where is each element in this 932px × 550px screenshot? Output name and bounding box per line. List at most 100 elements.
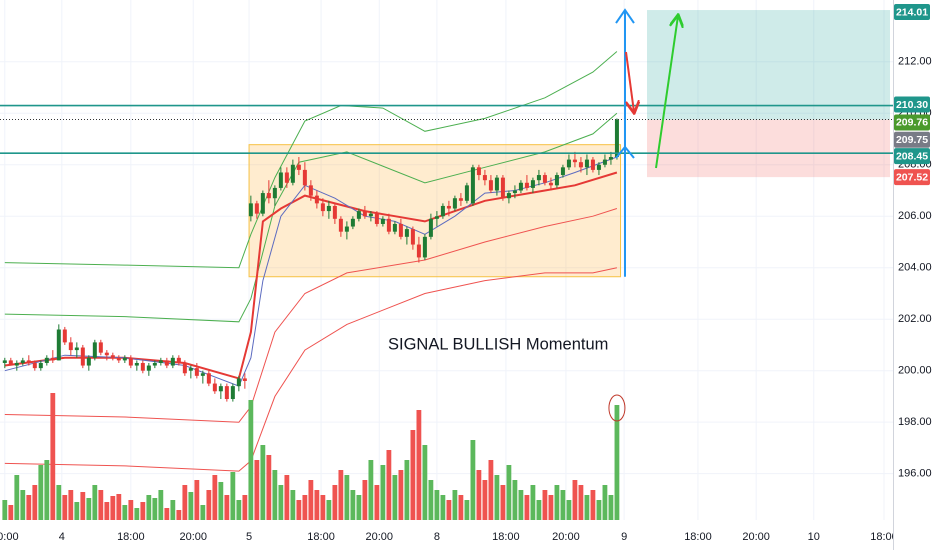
volume-bar xyxy=(146,495,152,520)
candle-body xyxy=(182,362,187,374)
volume-bar xyxy=(524,495,530,520)
volume-bar xyxy=(140,502,146,520)
volume-bar xyxy=(68,490,74,520)
price-label: 209.75 xyxy=(896,134,928,146)
range-box xyxy=(248,144,622,278)
candle-body xyxy=(98,342,103,353)
candle-body xyxy=(44,357,49,363)
candle-body xyxy=(554,175,559,186)
y-tick-label: 198.00 xyxy=(898,416,932,428)
candle-body xyxy=(386,218,391,232)
volume-bar xyxy=(584,495,590,520)
volume-bar xyxy=(74,502,80,520)
candle-body xyxy=(134,362,139,366)
candle-body xyxy=(584,159,589,168)
volume-bar xyxy=(554,485,560,520)
candle-body xyxy=(434,216,439,219)
volume-bar xyxy=(92,485,98,520)
candle-body xyxy=(26,360,31,363)
candle-body xyxy=(50,357,55,361)
volume-bar xyxy=(8,505,14,520)
volume-bar xyxy=(338,470,344,520)
candle-body xyxy=(374,213,379,224)
volume-bar xyxy=(422,445,428,520)
candle-body xyxy=(542,175,547,183)
volume-bar xyxy=(470,440,476,520)
volume-bar xyxy=(260,445,266,520)
volume-bar xyxy=(386,450,392,520)
indicator-line xyxy=(4,112,618,323)
volume-bar xyxy=(194,480,200,520)
volume-bar xyxy=(332,485,338,520)
x-tick-label: 20:00 xyxy=(179,531,207,543)
candle-body xyxy=(158,360,163,363)
x-tick-label: 9 xyxy=(621,531,627,543)
candle-body xyxy=(518,182,523,191)
candle-body xyxy=(200,373,205,376)
volume-bar xyxy=(122,505,128,520)
green-arrow xyxy=(655,16,678,169)
x-tick-label: 20:00 xyxy=(552,531,580,543)
candle-body xyxy=(578,162,583,168)
candle-body xyxy=(350,218,355,227)
volume-bar xyxy=(476,470,482,520)
volume-highlight xyxy=(608,394,626,422)
y-tick-label: 196.00 xyxy=(898,468,932,480)
volume-bar xyxy=(464,500,470,520)
candle-body xyxy=(320,203,325,212)
volume-bar xyxy=(500,485,506,520)
candle-body xyxy=(392,223,397,232)
candle-body xyxy=(20,360,25,363)
candle-body xyxy=(116,357,121,361)
volume-bar xyxy=(578,485,584,520)
price-badge xyxy=(894,148,930,165)
candle-body xyxy=(308,185,313,196)
candle-body xyxy=(548,182,553,186)
volume-bar xyxy=(158,490,164,520)
candle-body xyxy=(74,347,79,351)
volume-bar xyxy=(434,490,440,520)
candle-body xyxy=(590,159,595,170)
candle-body xyxy=(512,190,517,194)
candle-body xyxy=(380,218,385,224)
volume-bar xyxy=(224,495,230,520)
volume-bar xyxy=(98,490,104,520)
candle-body xyxy=(602,159,607,165)
volume-bar xyxy=(548,495,554,520)
candle-body xyxy=(206,373,211,384)
volume-bar xyxy=(440,495,446,520)
candle-body xyxy=(278,172,283,188)
candle-body xyxy=(296,164,301,170)
x-tick-label: 20:00 xyxy=(742,531,770,543)
candle-body xyxy=(194,368,199,376)
candle-body xyxy=(476,167,481,176)
indicator-line xyxy=(4,208,618,423)
volume-bar xyxy=(560,490,566,520)
candle-body xyxy=(440,205,445,217)
volume-bar xyxy=(326,500,332,520)
candle-body xyxy=(452,198,457,209)
volume-bar xyxy=(20,490,26,520)
candle-body xyxy=(266,193,271,199)
x-tick-label: 18:00 xyxy=(117,531,145,543)
candle-body xyxy=(470,167,475,204)
volume-bar xyxy=(128,500,134,520)
volume-bar xyxy=(302,495,308,520)
candle-body xyxy=(500,177,505,199)
volume-bar xyxy=(236,500,242,520)
y-tick-label: 200.00 xyxy=(898,365,932,377)
candle-body xyxy=(176,357,181,363)
x-tick-label: 5 xyxy=(246,531,252,543)
candle-body xyxy=(446,205,451,209)
candle-body xyxy=(110,355,115,358)
x-tick-label: 18:00 xyxy=(870,531,898,543)
price-badge xyxy=(894,114,930,131)
candle-body xyxy=(332,205,337,219)
price-label: 207.52 xyxy=(896,171,928,183)
candle-body xyxy=(62,329,67,343)
price-badge xyxy=(894,96,930,113)
volume-bar xyxy=(368,460,374,520)
price-label: 210.30 xyxy=(896,99,928,111)
